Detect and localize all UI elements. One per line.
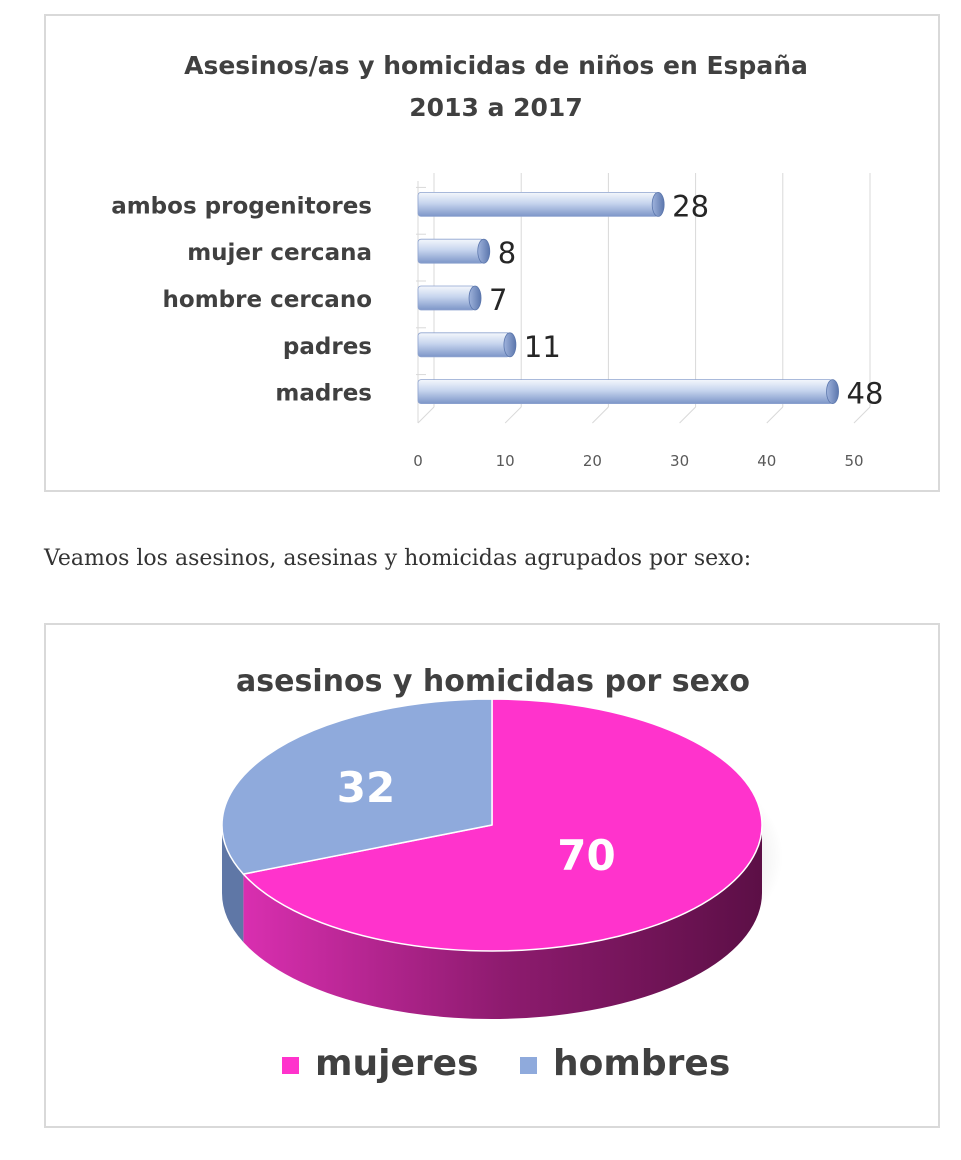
bar-cap-hombre-cercano bbox=[468, 285, 482, 311]
pie-value-hombres: 32 bbox=[337, 763, 395, 812]
pie-slice-mujeres bbox=[242, 698, 763, 952]
value-label-ambos-progenitores: 28 bbox=[672, 189, 709, 223]
pie-chart: asesinos y homicidas por sexo 70 32 mujer… bbox=[219, 664, 783, 1084]
floor-line-40 bbox=[766, 406, 784, 424]
pie-chart-container: asesinos y homicidas por sexo 70 32 mujer… bbox=[44, 623, 940, 1128]
x-tick-40: 40 bbox=[757, 452, 776, 470]
value-label-mujer-cercana: 8 bbox=[498, 236, 516, 270]
x-tick-20: 20 bbox=[583, 452, 602, 470]
x-tick-50: 50 bbox=[844, 452, 863, 470]
legend-label-mujeres: mujeres bbox=[315, 1043, 479, 1084]
bar-chart-title-line-2: 2013 a 2017 bbox=[409, 93, 582, 122]
x-tick-10: 10 bbox=[496, 452, 515, 470]
floor-line-0 bbox=[417, 406, 435, 424]
x-tick-0: 0 bbox=[413, 452, 423, 470]
category-label-padres: padres bbox=[283, 334, 372, 360]
bar-chart: Asesinos/as y homicidas de niños en Espa… bbox=[111, 51, 884, 470]
floor-line-20 bbox=[592, 406, 609, 424]
bar-madres bbox=[417, 379, 833, 405]
bar-ambos-progenitores bbox=[417, 191, 659, 217]
pie-chart-title: asesinos y homicidas por sexo bbox=[236, 664, 750, 699]
category-label-madres: madres bbox=[275, 381, 372, 407]
bar-cap-mujer-cercana bbox=[477, 238, 491, 264]
category-label-hombre-cercano: hombre cercano bbox=[163, 287, 372, 313]
legend-label-hombres: hombres bbox=[553, 1043, 730, 1084]
floor-line-30 bbox=[679, 406, 696, 424]
pie-slice-hombres bbox=[221, 698, 493, 875]
category-label-mujer-cercana: mujer cercana bbox=[187, 240, 372, 266]
x-tick-30: 30 bbox=[670, 452, 689, 470]
pie-side-mujeres bbox=[243, 825, 762, 1019]
bar-chart-title-line-1: Asesinos/as y homicidas de niños en Espa… bbox=[184, 51, 808, 80]
floor-line-50 bbox=[853, 406, 871, 424]
legend-swatch-hombres bbox=[520, 1057, 537, 1074]
value-label-madres: 48 bbox=[847, 377, 884, 411]
bar-mujer-cercana bbox=[417, 238, 485, 264]
bar-cap-padres bbox=[503, 332, 517, 358]
floor-line-10 bbox=[504, 406, 522, 424]
value-label-hombre-cercano: 7 bbox=[489, 283, 507, 317]
bar-padres bbox=[417, 332, 511, 358]
bar-hombre-cercano bbox=[417, 285, 476, 311]
pie-side-hombres bbox=[222, 825, 244, 943]
bar-cap-ambos-progenitores bbox=[651, 191, 665, 217]
category-label-ambos-progenitores: ambos progenitores bbox=[111, 193, 372, 219]
legend-swatch-mujeres bbox=[282, 1057, 299, 1074]
bar-cap-madres bbox=[826, 379, 839, 405]
value-label-padres: 11 bbox=[524, 330, 561, 364]
pie-value-mujeres: 70 bbox=[557, 831, 615, 880]
bar-chart-container: Asesinos/as y homicidas de niños en Espa… bbox=[44, 14, 940, 492]
caption-text: Veamos los asesinos, asesinas y homicida… bbox=[44, 546, 752, 571]
